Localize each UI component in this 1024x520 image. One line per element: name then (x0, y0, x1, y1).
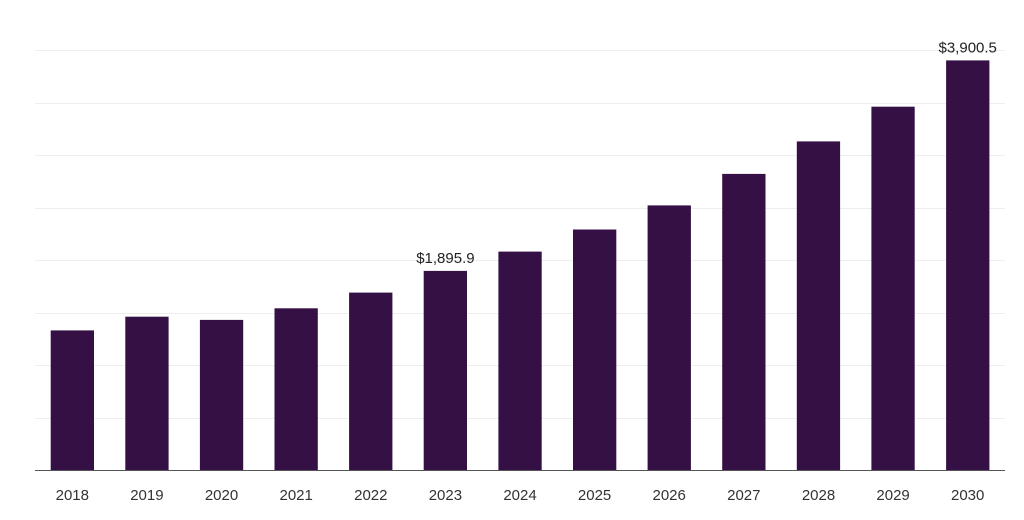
data-label: $3,900.5 (939, 39, 997, 56)
x-axis: 2018 2019 2020 2021 2022 2023 2024 2025 2026 2027… (35, 470, 1005, 504)
bar-2027 (722, 173, 766, 470)
bar-2025 (573, 229, 617, 470)
x-tick-label: 2025 (578, 487, 611, 504)
x-tick-label: 2022 (354, 487, 387, 504)
bar-2020 (199, 319, 244, 470)
x-tick-label: 2024 (503, 487, 536, 504)
bar-2023 (423, 270, 467, 470)
bar-2019 (125, 316, 169, 470)
x-tick-label: 2020 (205, 487, 238, 504)
x-tick-label: 2023 (429, 487, 462, 504)
x-tick-label: 2021 (280, 487, 313, 504)
bars (50, 60, 990, 471)
bar-2028 (796, 141, 841, 470)
data-label: $1,895.9 (416, 250, 474, 267)
x-tick-label: 2028 (802, 487, 835, 504)
x-tick-label: 2027 (727, 487, 760, 504)
bar-2018 (50, 330, 94, 470)
bar-2026 (647, 205, 691, 470)
x-tick-label: 2030 (951, 487, 984, 504)
bar-2022 (349, 292, 393, 470)
x-tick-label: 2026 (653, 487, 686, 504)
bar-2024 (498, 251, 542, 470)
x-tick-label: 2029 (876, 487, 909, 504)
bar-2029 (871, 106, 915, 470)
x-tick-label: 2019 (130, 487, 163, 504)
labels: $1,895.9 $3,900.5 (416, 39, 997, 267)
bar-2030 (946, 60, 990, 471)
bar-2021 (274, 308, 318, 470)
x-tick-label: 2018 (56, 487, 89, 504)
